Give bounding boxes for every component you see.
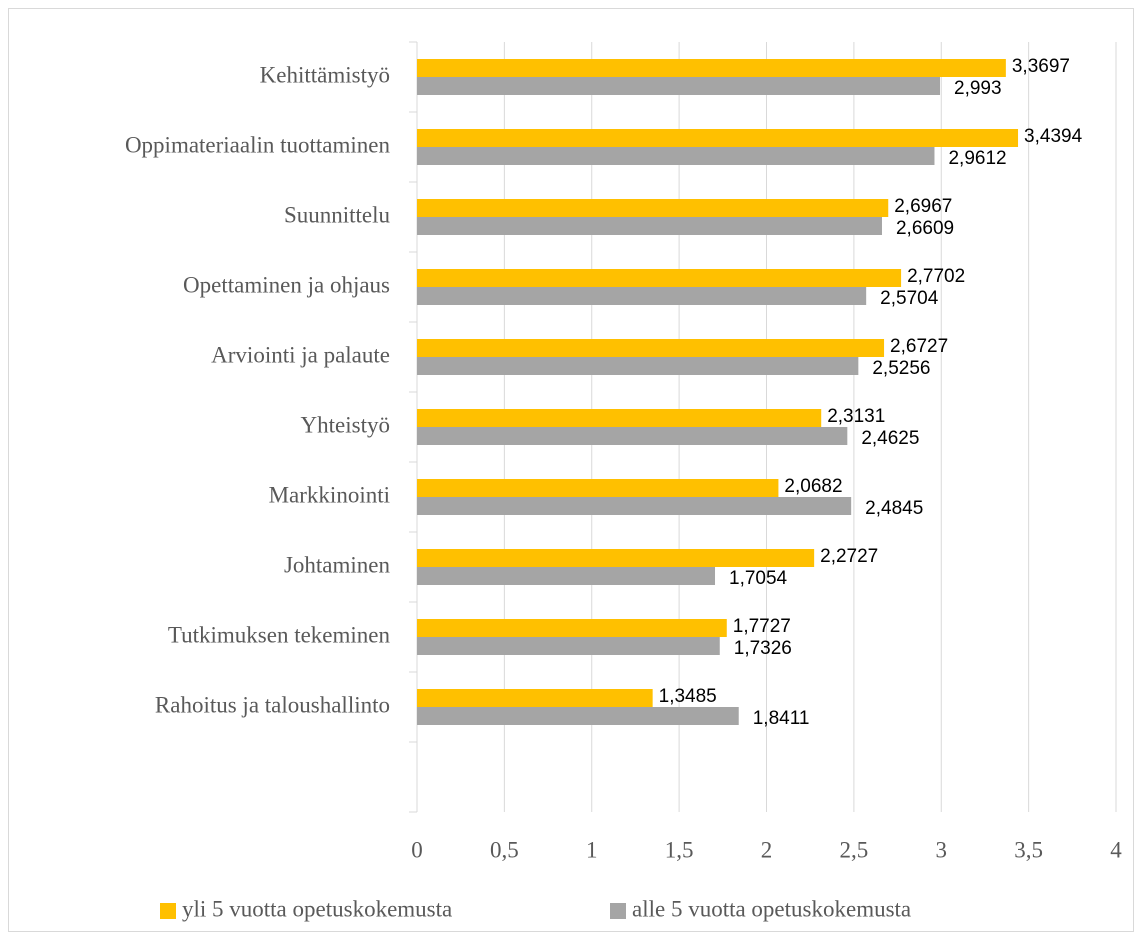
value-label: 3,3697 [1012, 56, 1070, 77]
y-tick-label: Markkinointi [269, 482, 390, 507]
value-label: 2,4845 [865, 498, 923, 519]
bar [417, 549, 815, 567]
x-tick-label: 2,5 [840, 837, 869, 862]
y-tick-label: Johtaminen [284, 552, 391, 577]
value-label: 1,7054 [729, 568, 788, 589]
value-label: 1,7727 [733, 616, 791, 637]
legend-label: yli 5 vuotta opetuskokemusta [182, 896, 452, 921]
x-tick-label: 1 [586, 837, 598, 862]
x-tick-label: 3 [936, 837, 948, 862]
y-tick-label: Rahoitus ja taloushallinto [155, 692, 390, 717]
value-label: 1,3485 [659, 686, 717, 707]
y-tick-label: Opettaminen ja ohjaus [183, 272, 390, 297]
value-label: 2,5256 [872, 358, 930, 379]
value-label: 2,4625 [861, 428, 919, 449]
bar [417, 497, 852, 515]
bar [417, 77, 941, 95]
value-label: 2,993 [954, 78, 1002, 99]
y-tick-label: Arviointi ja palaute [211, 342, 390, 367]
y-tick-label: Tutkimuksen tekeminen [168, 622, 391, 647]
bar [417, 637, 720, 655]
legend-label: alle 5 vuotta opetuskokemusta [632, 896, 911, 921]
value-label: 2,2727 [820, 546, 878, 567]
y-tick-label: Kehittämistyö [260, 62, 390, 87]
bar [417, 287, 867, 305]
bar [417, 567, 716, 585]
bar [417, 689, 653, 707]
x-tick-label: 1,5 [665, 837, 694, 862]
x-tick-label: 0 [411, 837, 423, 862]
bar [417, 479, 779, 497]
x-tick-label: 3,5 [1014, 837, 1043, 862]
bar [417, 147, 935, 165]
legend-swatch [610, 903, 626, 919]
value-label: 1,8411 [753, 708, 810, 729]
y-tick-label: Yhteistyö [301, 412, 390, 437]
x-tick-label: 0,5 [490, 837, 519, 862]
bar [417, 269, 902, 287]
bar [417, 619, 727, 637]
bar [417, 707, 739, 725]
bar [417, 199, 889, 217]
bar [417, 59, 1006, 77]
y-tick-label: Oppimateriaalin tuottaminen [125, 132, 391, 157]
y-tick-label: Suunnittelu [284, 202, 391, 227]
value-label: 2,0682 [784, 476, 842, 497]
value-label: 1,7326 [734, 638, 792, 659]
bar [417, 339, 885, 357]
bar [417, 129, 1019, 147]
value-label: 2,6609 [896, 218, 954, 239]
x-tick-label: 2 [761, 837, 773, 862]
x-tick-label: 4 [1110, 837, 1122, 862]
bar [417, 357, 859, 375]
bar [417, 427, 848, 445]
value-label: 2,9612 [948, 148, 1006, 169]
value-label: 2,3131 [827, 406, 885, 427]
value-label: 2,6967 [894, 196, 952, 217]
bar [417, 409, 822, 427]
value-label: 2,6727 [890, 336, 948, 357]
bar [417, 217, 882, 235]
legend-swatch [160, 903, 176, 919]
value-label: 3,4394 [1024, 126, 1083, 147]
value-label: 2,5704 [880, 288, 939, 309]
value-label: 2,7702 [907, 266, 965, 287]
